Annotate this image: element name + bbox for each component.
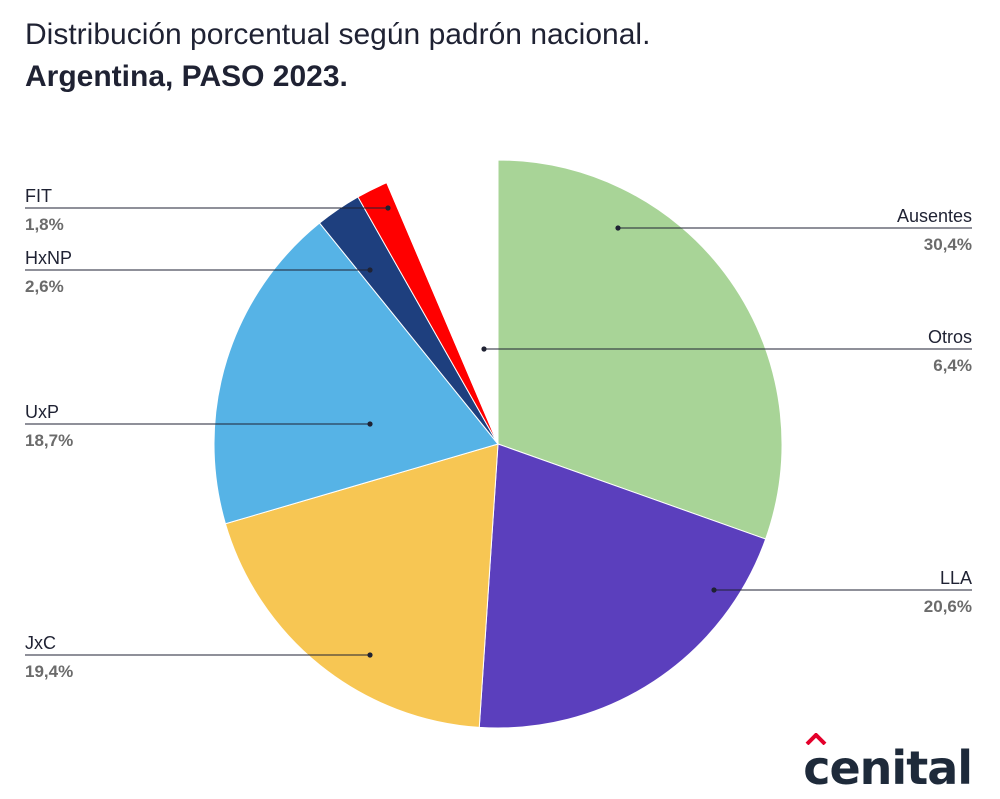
brand-name: cenital [803,741,973,795]
logo-accent-icon [805,733,827,745]
chart-title: Distribución porcentual según padrón nac… [25,18,651,51]
leader-dot-fit [385,205,391,211]
slice-jxc [224,443,499,728]
chart-subtitle: Argentina, PASO 2023. [25,60,348,93]
value-hxnp: 2,6% [25,277,64,296]
label-otros: Otros [928,327,972,347]
slice-ausentes [497,159,783,540]
pie-slices [213,159,783,729]
leader-dot-lla [711,587,717,593]
slice-uxp [213,222,499,525]
label-uxp: UxP [25,402,59,422]
label-ausentes: Ausentes [897,206,972,226]
label-fit: FIT [25,186,52,206]
label-jxc: JxC [25,633,56,653]
leader-dot-hxnp [367,267,373,273]
value-uxp: 18,7% [25,431,73,450]
brand-logo: cenital [803,733,973,795]
value-ausentes: 30,4% [924,235,972,254]
leader-lines [25,205,972,658]
leader-dot-uxp [367,421,373,427]
value-jxc: 19,4% [25,662,73,681]
value-fit: 1,8% [25,215,64,234]
label-hxnp: HxNP [25,248,72,268]
slice-lla [478,443,767,729]
label-lla: LLA [940,568,972,588]
slice-otros [386,159,499,445]
leader-dot-otros [481,346,487,352]
value-otros: 6,4% [933,356,972,375]
slice-labels: Ausentes 30,4% LLA 20,6% JxC 19,4% UxP 18,7% HxN… [25,186,972,681]
value-lla: 20,6% [924,597,972,616]
leader-dot-jxc [367,652,373,658]
leader-dot-ausentes [615,225,621,231]
